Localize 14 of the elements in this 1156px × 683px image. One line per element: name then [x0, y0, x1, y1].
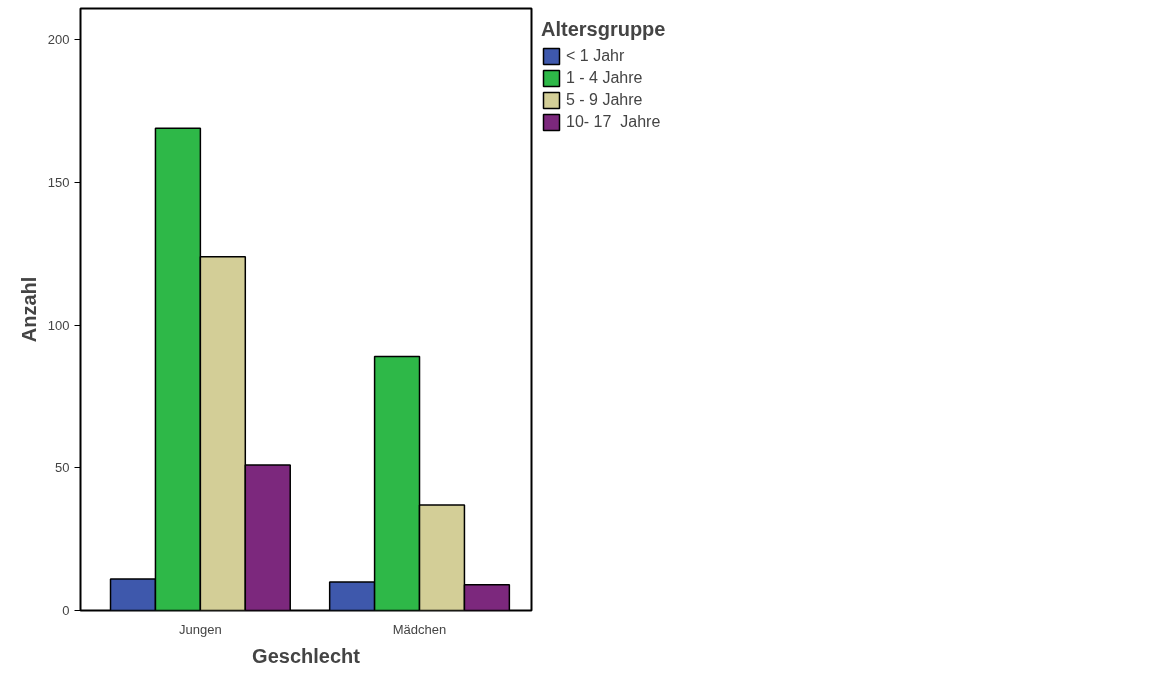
y-tick-label: 200	[47, 32, 70, 48]
x-tick-label: Mädchen	[392, 621, 447, 637]
legend-label: 10- 17 Jahre	[566, 113, 661, 131]
x-axis-title: Geschlecht	[252, 644, 361, 667]
legend-label: < 1 Jahr	[566, 47, 625, 65]
y-axis-title: Anzahl	[17, 276, 40, 343]
y-tick-label: 50	[55, 460, 70, 476]
x-tick-label: Jungen	[179, 621, 222, 637]
legend-label: 5 - 9 Jahre	[566, 91, 643, 109]
y-tick-label: 100	[47, 317, 70, 333]
legend-label: 1 - 4 Jahre	[566, 69, 643, 87]
legend-title: Altersgruppe	[541, 18, 666, 41]
y-tick-label: 150	[47, 175, 70, 191]
y-tick-label: 0	[62, 603, 70, 618]
